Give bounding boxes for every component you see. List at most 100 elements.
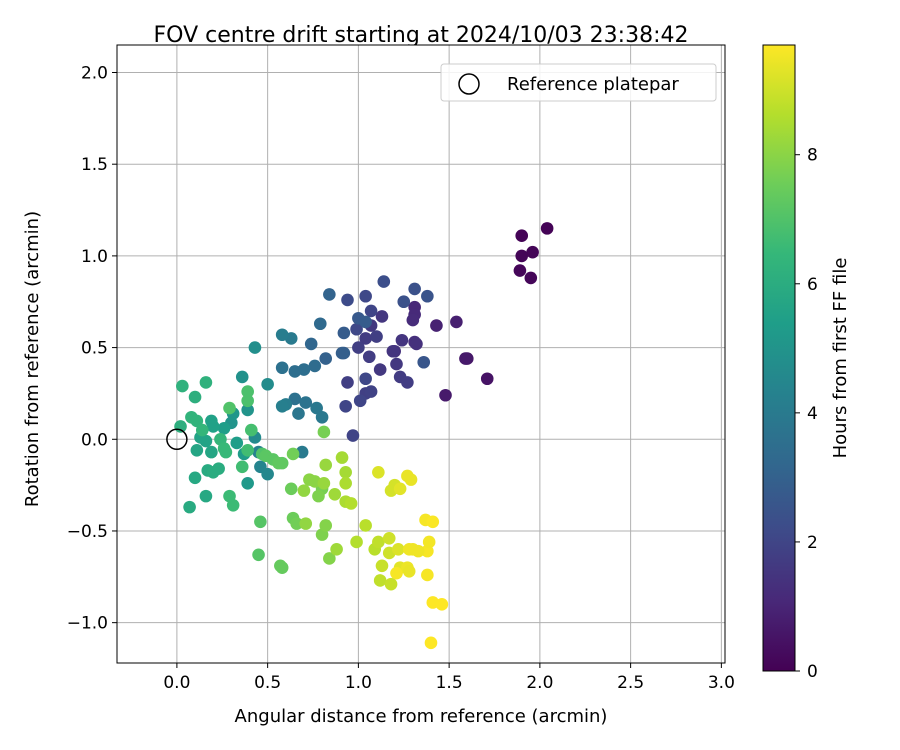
data-point	[350, 535, 363, 549]
data-point	[359, 315, 372, 329]
data-point	[515, 229, 529, 243]
data-point	[424, 636, 438, 650]
data-point	[384, 577, 398, 591]
data-point	[335, 346, 349, 360]
data-point	[406, 313, 420, 327]
x-tick-label: 1.5	[436, 673, 463, 693]
chart-title: FOV centre drift starting at 2024/10/03 …	[154, 23, 689, 48]
data-point	[404, 473, 418, 486]
colorbar-tick-label: 2	[807, 533, 818, 553]
data-point	[252, 548, 265, 562]
colorbar-tick-label: 4	[807, 404, 818, 424]
x-tick-label: 3.0	[708, 673, 735, 693]
data-point	[408, 282, 421, 296]
data-point	[390, 357, 403, 371]
data-point	[286, 447, 300, 461]
legend: Reference platepar	[440, 63, 717, 102]
data-point	[288, 392, 302, 406]
data-point	[217, 421, 231, 435]
data-point	[315, 410, 329, 424]
data-point	[353, 394, 367, 408]
x-tick-label: 2.0	[526, 673, 553, 693]
data-point	[364, 304, 378, 318]
data-point	[350, 322, 363, 336]
data-point	[319, 352, 333, 365]
data-point	[183, 500, 196, 514]
data-point	[364, 385, 378, 398]
data-point	[188, 471, 202, 485]
data-point	[480, 372, 494, 386]
data-point	[199, 489, 213, 503]
data-point	[344, 497, 358, 510]
y-axis-label: Rotation from reference (arcmin)	[22, 211, 43, 507]
data-point	[290, 517, 303, 530]
data-point	[359, 289, 372, 303]
data-point	[390, 566, 403, 580]
data-point	[341, 376, 354, 389]
data-point	[386, 344, 400, 358]
y-tick-label: 1.5	[81, 155, 108, 175]
data-point	[450, 315, 463, 329]
data-point	[359, 519, 372, 532]
colorbar-tick-label: 8	[807, 146, 818, 166]
data-point	[397, 295, 411, 309]
data-point	[245, 423, 258, 437]
data-point	[188, 390, 202, 404]
data-point	[313, 317, 327, 331]
data-point	[411, 544, 425, 558]
data-point	[341, 293, 354, 307]
data-point	[310, 401, 323, 415]
data-point	[308, 359, 322, 373]
colorbar-ticks: 0 2 4 6 8	[795, 146, 818, 682]
data-point	[395, 333, 409, 347]
data-point	[339, 399, 352, 413]
data-point	[410, 337, 423, 351]
data-point	[372, 465, 385, 479]
data-point	[219, 445, 233, 459]
data-point	[297, 484, 311, 497]
data-point	[513, 264, 527, 277]
data-point	[352, 341, 365, 354]
data-point	[319, 458, 333, 472]
data-point	[421, 568, 434, 582]
data-point	[375, 310, 389, 323]
data-point	[223, 489, 236, 503]
data-point	[199, 376, 213, 389]
data-point	[459, 352, 472, 365]
data-point	[292, 407, 305, 420]
data-point	[275, 399, 289, 413]
colorbar-tick-label: 0	[807, 662, 818, 682]
data-point	[377, 275, 391, 288]
data-point	[261, 377, 274, 391]
data-points	[174, 222, 554, 650]
data-point	[317, 425, 331, 439]
data-point	[176, 379, 189, 393]
data-point	[392, 543, 405, 556]
data-point	[421, 289, 434, 303]
data-point	[299, 396, 313, 409]
data-point	[241, 394, 254, 408]
colorbar-label: Hours from first FF file	[830, 258, 851, 459]
data-point	[359, 332, 372, 345]
data-point	[362, 350, 376, 364]
data-point	[261, 467, 274, 481]
data-point	[373, 363, 387, 376]
data-point	[359, 372, 372, 386]
data-point	[339, 465, 352, 479]
data-point	[323, 288, 336, 301]
data-point	[288, 365, 302, 378]
x-tick-label: 2.5	[617, 673, 644, 693]
data-point	[323, 552, 336, 565]
data-point	[372, 535, 385, 549]
plot-frame	[116, 44, 726, 664]
data-point	[241, 443, 254, 457]
data-point	[235, 370, 249, 384]
data-point	[248, 341, 262, 354]
data-point	[330, 543, 343, 556]
data-point	[304, 337, 318, 351]
y-tick-label: 1.0	[81, 247, 108, 267]
data-point	[299, 517, 313, 530]
data-point	[312, 489, 325, 503]
y-tick-label: 0.0	[81, 430, 108, 450]
